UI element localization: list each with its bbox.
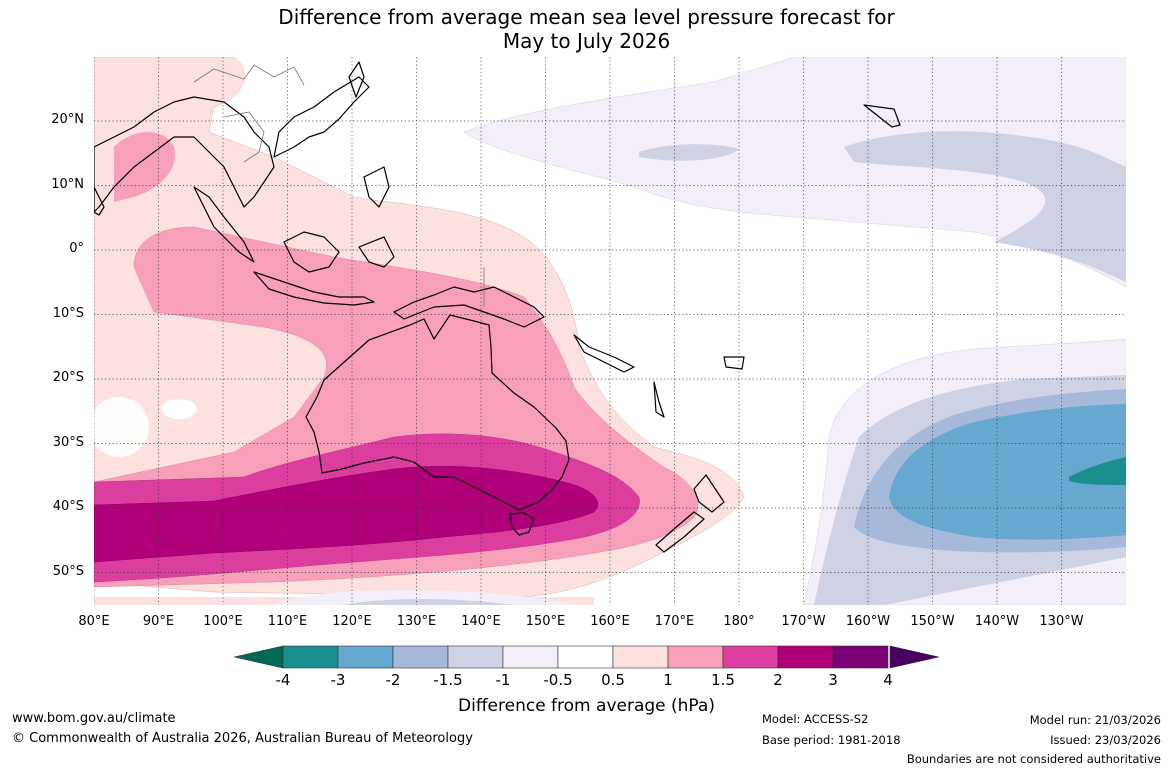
colorbar-segment	[502, 645, 559, 669]
contour-negative-1.0-north	[639, 144, 739, 161]
colorbar-segment	[832, 645, 889, 669]
graticule	[94, 57, 1126, 605]
contour-negative-2.0-south	[889, 404, 1126, 540]
lat-label-30s: 30°S	[52, 435, 84, 450]
colorbar-tick: 3	[828, 671, 838, 689]
contour-positive-1.0-north	[114, 132, 175, 202]
lon-label-160e: 160°E	[590, 614, 630, 629]
contour-negative-south-west	[274, 590, 574, 605]
lon-label-160w: 160°W	[845, 614, 891, 629]
lat-label-10n: 10°N	[51, 177, 84, 192]
colorbar-tick: -2	[385, 671, 401, 689]
boundaries-disclaimer: Boundaries are not considered authoritat…	[906, 752, 1161, 766]
chart-title-line1: Difference from average mean sea level p…	[278, 5, 895, 29]
chart-title-line2: May to July 2026	[502, 29, 671, 53]
country-borders	[193, 64, 485, 307]
colorbar-tick: 1.5	[711, 671, 735, 689]
lat-label-20s: 20°S	[52, 370, 84, 385]
lat-label-10s: 10°S	[52, 306, 84, 321]
colorbar-segment	[337, 645, 394, 669]
contour-negative-3.0-south	[1069, 457, 1126, 485]
colorbar-segment	[612, 645, 669, 669]
copyright-text: © Commonwealth of Australia 2026, Austra…	[12, 731, 473, 746]
lon-label-180: 180°	[723, 614, 755, 629]
lon-label-140w: 140°W	[974, 614, 1020, 629]
lon-label-90e: 90°E	[142, 614, 175, 629]
colorbar-tick: 1	[663, 671, 673, 689]
colorbar-tick: 0.5	[601, 671, 625, 689]
colorbar-tick: -4	[275, 671, 291, 689]
colorbar-tick: -3	[330, 671, 346, 689]
coastlines	[94, 61, 901, 553]
colorbar-tick: -1	[495, 671, 511, 689]
contour-positive-2.0	[94, 465, 598, 563]
lat-label-0: 0°	[69, 241, 84, 256]
lon-label-170e: 170°E	[654, 614, 695, 629]
website-link[interactable]: www.bom.gov.au/climate	[12, 711, 176, 726]
lat-label-50s: 50°S	[52, 564, 84, 579]
colorbar-segment	[447, 645, 504, 669]
lon-label-150e: 150°E	[525, 614, 566, 629]
base-period: Base period: 1981-2018	[762, 733, 901, 747]
colorbar-segment	[777, 645, 834, 669]
colorbar-segment	[392, 645, 449, 669]
colorbar-tick: -0.5	[543, 671, 573, 689]
issued-date: Issued: 23/03/2026	[1050, 733, 1161, 747]
lon-label-80e: 80°E	[78, 614, 110, 629]
lon-label-130w: 130°W	[1039, 614, 1084, 629]
colorbar-tick: 4	[883, 671, 893, 689]
colorbar-tick: 2	[773, 671, 783, 689]
model-run-date: Model run: 21/03/2026	[1029, 713, 1161, 727]
lon-label-110e: 110°E	[267, 614, 308, 629]
lon-label-130e: 130°E	[396, 614, 437, 629]
lat-label-20n: 20°N	[51, 112, 84, 127]
colorbar-high-extend	[889, 645, 940, 669]
colorbar-segment	[722, 645, 779, 669]
colorbar-tick: -1.5	[433, 671, 463, 689]
colorbar-low-extend	[233, 645, 284, 669]
colorbar-segment	[557, 645, 614, 669]
lon-label-170w: 170°W	[781, 614, 826, 629]
lat-label-40s: 40°S	[52, 499, 84, 514]
contour-negative-0.5-north	[463, 57, 1126, 288]
model-name: Model: ACCESS-S2	[762, 712, 869, 726]
lon-label-140e: 140°E	[461, 614, 501, 629]
lon-label-100e: 100°E	[203, 614, 243, 629]
lon-label-120e: 120°E	[332, 614, 372, 629]
colorbar	[233, 645, 940, 669]
colorbar-segment	[667, 645, 724, 669]
colorbar-segment	[282, 645, 339, 669]
pressure-anomaly-map	[94, 57, 1126, 605]
colorbar-label: Difference from average (hPa)	[458, 696, 715, 716]
lon-label-150w: 150°W	[910, 614, 955, 629]
